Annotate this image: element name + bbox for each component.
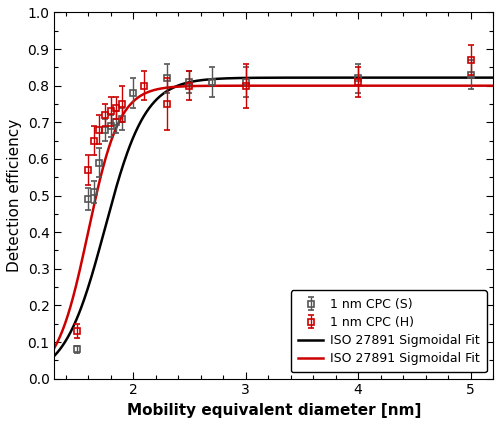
ISO 27891 Sigmoidal Fit [295, 83, 301, 88]
Y-axis label: Detection efficiency: Detection efficiency [7, 119, 22, 272]
ISO 27891 Sigmoidal Fit [319, 75, 325, 80]
ISO 27891 Sigmoidal Fit [52, 346, 58, 351]
Line: ISO 27891 Sigmoidal Fit: ISO 27891 Sigmoidal Fit [54, 86, 500, 348]
ISO 27891 Sigmoidal Fit [52, 353, 58, 358]
ISO 27891 Sigmoidal Fit [319, 83, 325, 88]
ISO 27891 Sigmoidal Fit [265, 83, 271, 88]
ISO 27891 Sigmoidal Fit [295, 75, 301, 80]
X-axis label: Mobility equivalent diameter [nm]: Mobility equivalent diameter [nm] [126, 403, 421, 418]
ISO 27891 Sigmoidal Fit [490, 75, 496, 80]
ISO 27891 Sigmoidal Fit [490, 83, 496, 88]
ISO 27891 Sigmoidal Fit [268, 83, 274, 88]
ISO 27891 Sigmoidal Fit [420, 83, 426, 88]
ISO 27891 Sigmoidal Fit [268, 75, 274, 80]
Line: ISO 27891 Sigmoidal Fit: ISO 27891 Sigmoidal Fit [54, 78, 500, 356]
Legend: 1 nm CPC (S), 1 nm CPC (H), ISO 27891 Sigmoidal Fit, ISO 27891 Sigmoidal Fit: 1 nm CPC (S), 1 nm CPC (H), ISO 27891 Si… [291, 290, 487, 372]
ISO 27891 Sigmoidal Fit [420, 75, 426, 80]
ISO 27891 Sigmoidal Fit [265, 75, 271, 80]
